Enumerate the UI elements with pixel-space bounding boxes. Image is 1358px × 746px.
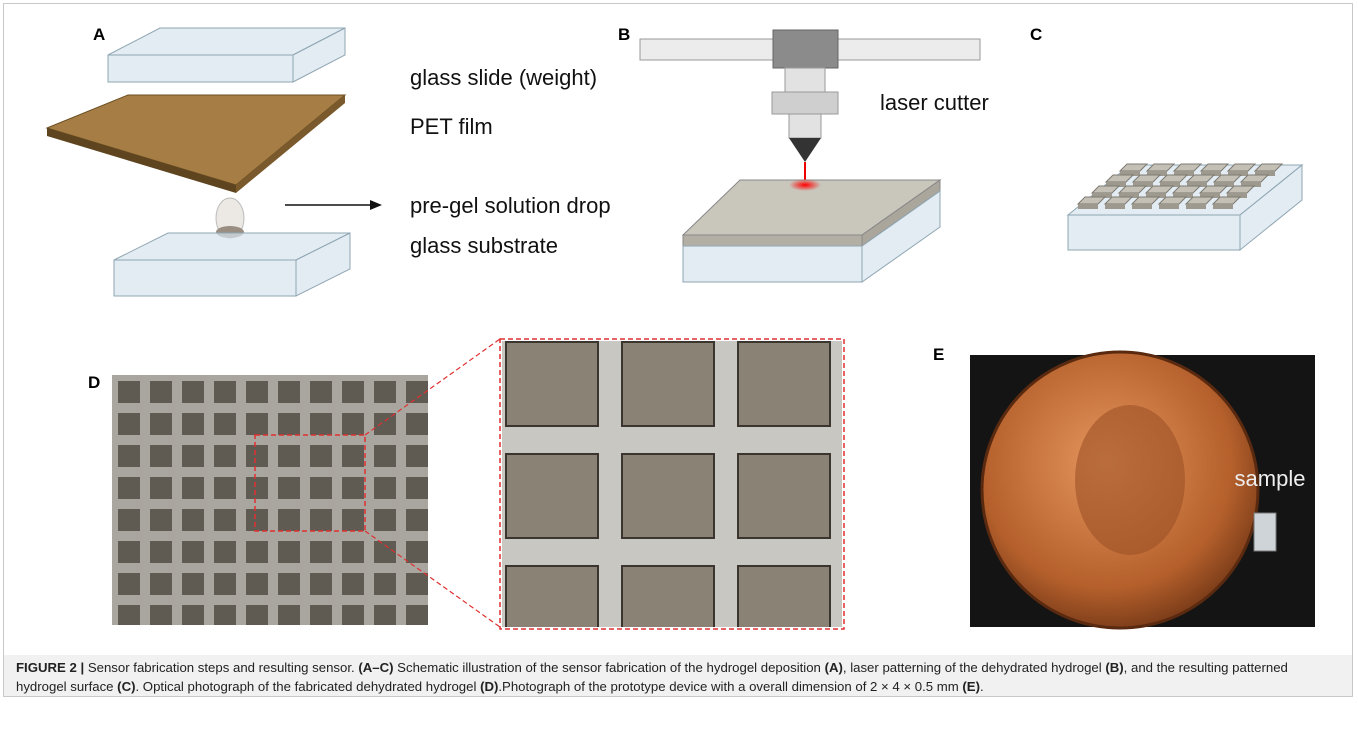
panel-label: E xyxy=(933,345,944,364)
caption-run: , laser patterning of the dehydrated hyd… xyxy=(843,660,1105,675)
glass-slide xyxy=(108,28,345,82)
pattern-side xyxy=(1159,204,1179,209)
caption-run: Sensor fabrication steps and resulting s… xyxy=(88,660,359,675)
nozzle xyxy=(789,138,821,162)
laser-body xyxy=(785,68,825,92)
panel-label: A xyxy=(93,25,105,44)
annotation: glass slide (weight) xyxy=(410,65,597,90)
laser-body xyxy=(789,114,821,138)
caption: FIGURE 2 | Sensor fabrication steps and … xyxy=(4,655,1352,696)
drop xyxy=(216,198,244,238)
patterned-slab xyxy=(1068,164,1302,250)
glass-substrate xyxy=(114,233,350,296)
panel-label: D xyxy=(88,373,100,392)
caption-run: .Photograph of the prototype device with… xyxy=(498,679,962,694)
arrow-head xyxy=(370,200,382,210)
sample-slab xyxy=(683,180,940,282)
caption-run: (E) xyxy=(962,679,980,694)
pattern-side xyxy=(1132,204,1152,209)
pet-film xyxy=(47,95,345,193)
annotation: laser cutter xyxy=(880,90,989,115)
laser-body xyxy=(772,92,838,114)
panel-label: C xyxy=(1030,25,1042,44)
annotation: sample xyxy=(1235,466,1306,491)
sample-device xyxy=(1254,513,1276,551)
coin-relief xyxy=(1075,405,1185,555)
zoom-micrograph xyxy=(502,341,842,627)
caption-run: (A–C) xyxy=(358,660,393,675)
caption-run: (D) xyxy=(480,679,498,694)
pattern-side xyxy=(1078,204,1098,209)
caption-run: . xyxy=(980,679,984,694)
annotation: PET film xyxy=(410,114,493,139)
panel-label: B xyxy=(618,25,630,44)
page: A glass slide (weight) PET film pre-gel … xyxy=(0,0,1358,746)
pattern-side xyxy=(1186,204,1206,209)
laser-spot xyxy=(789,179,821,191)
annotation: pre-gel solution drop xyxy=(410,193,611,218)
caption-run: . Optical photograph of the fabricated d… xyxy=(135,679,480,694)
pattern-side xyxy=(1105,204,1125,209)
caption-run: Schematic illustration of the sensor fab… xyxy=(394,660,825,675)
annotation: glass substrate xyxy=(410,233,558,258)
laser-head xyxy=(773,30,838,68)
figure: A glass slide (weight) PET film pre-gel … xyxy=(0,0,1358,655)
micrograph xyxy=(112,375,428,625)
caption-run: (B) xyxy=(1105,660,1123,675)
pattern-side xyxy=(1213,204,1233,209)
caption-run: FIGURE 2 | xyxy=(16,660,88,675)
caption-run: (A) xyxy=(825,660,843,675)
caption-run: (C) xyxy=(117,679,135,694)
